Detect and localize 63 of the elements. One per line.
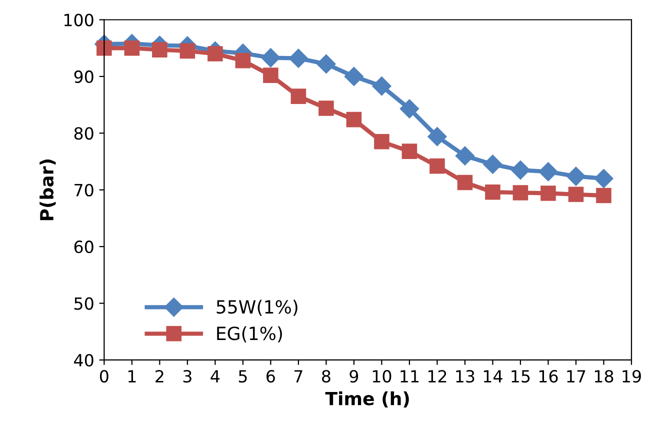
point xyxy=(372,76,392,96)
legend-label: EG(1%) xyxy=(217,326,282,342)
point xyxy=(374,134,390,150)
x-tick-label: 2 xyxy=(156,370,164,382)
x-tick-label: 19 xyxy=(622,370,641,383)
point xyxy=(124,40,140,56)
point xyxy=(512,185,528,200)
x-tick-label: 13 xyxy=(456,370,474,383)
point xyxy=(510,160,530,180)
point xyxy=(568,186,584,202)
x-tick-label: 15 xyxy=(512,370,530,383)
point xyxy=(318,100,334,116)
y-axis-title: P(bar) xyxy=(40,160,56,220)
point xyxy=(346,112,362,128)
point xyxy=(263,68,278,83)
x-tick-label: 17 xyxy=(567,370,586,382)
x-tick-label: 7 xyxy=(294,370,302,382)
x-tick-label: 16 xyxy=(539,370,558,383)
point xyxy=(457,174,473,190)
point xyxy=(208,46,223,62)
point xyxy=(485,184,500,200)
x-tick-label: 3 xyxy=(183,370,192,383)
point xyxy=(261,48,280,68)
y-tick-label: 60 xyxy=(74,240,94,254)
y-tick-label: 40 xyxy=(74,354,94,367)
x-tick-label: 10 xyxy=(372,370,392,383)
y-tick-label: 90 xyxy=(74,70,94,84)
point xyxy=(288,48,308,68)
point xyxy=(538,162,558,182)
point xyxy=(540,186,556,201)
x-tick-label: 14 xyxy=(484,370,502,382)
point xyxy=(455,146,474,166)
point xyxy=(596,188,612,204)
point xyxy=(483,154,502,174)
point xyxy=(400,99,419,118)
y-tick-label: 100 xyxy=(64,14,94,26)
point xyxy=(316,54,336,74)
point xyxy=(344,66,364,86)
x-tick-label: 9 xyxy=(350,370,358,383)
point xyxy=(152,42,168,58)
x-tick-label: 0 xyxy=(100,370,108,383)
x-tick-label: 1 xyxy=(128,370,136,382)
x-tick-label: 8 xyxy=(322,370,330,383)
x-tick-label: 12 xyxy=(428,370,446,382)
x-tick-label: 5 xyxy=(238,370,247,383)
point xyxy=(402,144,418,159)
x-tick-label: 4 xyxy=(210,370,220,382)
x-tick-label: 18 xyxy=(594,370,614,383)
point xyxy=(290,88,306,104)
point xyxy=(566,166,586,186)
point xyxy=(428,127,447,146)
point xyxy=(235,52,251,68)
x-axis-title: Time (h) xyxy=(325,391,409,408)
x-tick-label: 6 xyxy=(266,370,275,383)
point xyxy=(430,158,445,174)
point xyxy=(180,43,196,59)
y-tick-label: 80 xyxy=(74,127,94,140)
legend-label: 55W(1%) xyxy=(216,300,298,316)
y-tick-label: 70 xyxy=(74,184,94,196)
point xyxy=(594,168,614,188)
y-tick-label: 50 xyxy=(74,297,94,310)
point xyxy=(96,40,112,56)
x-tick-label: 11 xyxy=(400,370,419,382)
